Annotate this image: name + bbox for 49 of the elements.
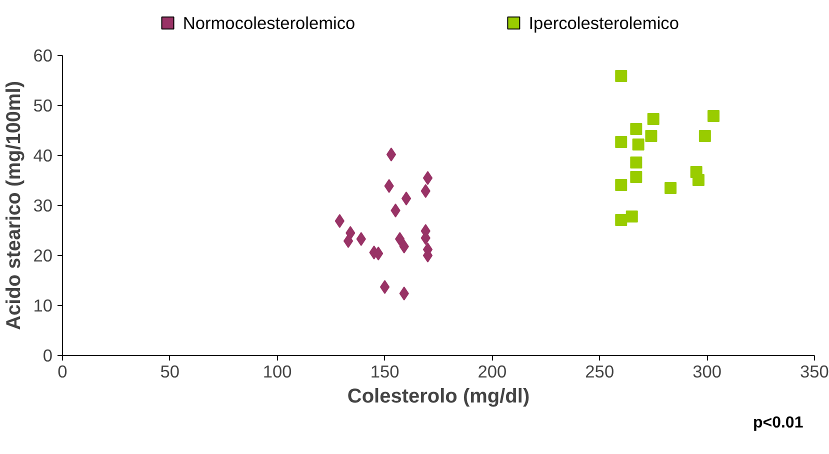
point <box>708 110 720 122</box>
point <box>380 280 390 294</box>
x-tick-label: 300 <box>692 362 722 382</box>
x-tick-label: 350 <box>800 362 829 382</box>
point <box>615 214 628 226</box>
point <box>420 184 430 198</box>
y-tick-label: 60 <box>33 46 53 66</box>
point <box>394 232 405 246</box>
point <box>664 182 677 194</box>
point <box>615 70 628 82</box>
point <box>422 171 433 185</box>
point <box>399 286 409 300</box>
point <box>399 240 409 254</box>
point <box>343 234 354 248</box>
y-tick-label: 20 <box>33 246 53 266</box>
point <box>615 136 628 148</box>
point <box>626 210 638 222</box>
point <box>632 138 644 150</box>
y-tick-label: 0 <box>42 346 53 366</box>
point <box>615 179 628 191</box>
point <box>630 171 642 183</box>
point <box>384 179 394 193</box>
point <box>390 204 400 218</box>
point <box>698 130 711 142</box>
point <box>692 174 704 186</box>
x-tick-label: 0 <box>58 362 68 382</box>
x-axis-title: Colesterolo (mg/dl) <box>347 386 530 408</box>
x-tick-label: 250 <box>585 362 614 382</box>
point <box>374 246 384 260</box>
point <box>630 123 642 135</box>
legend-label: Normocolesterolemico <box>182 13 356 33</box>
y-tick-label: 10 <box>33 296 53 316</box>
point <box>356 232 366 246</box>
y-tick-label: 30 <box>33 196 53 216</box>
point <box>386 148 396 162</box>
legend-label: Ipercolesterolemico <box>528 13 679 33</box>
x-tick-label: 150 <box>370 362 400 382</box>
y-axis-title: Acido stearico (mg/100ml) <box>3 81 26 330</box>
y-tick-label: 50 <box>33 96 53 116</box>
point <box>645 130 658 142</box>
point <box>630 156 642 168</box>
x-tick-label: 200 <box>478 362 507 382</box>
point <box>401 192 412 206</box>
point <box>647 113 660 125</box>
x-tick-label: 100 <box>262 362 292 382</box>
x-tick-label: 50 <box>160 362 180 382</box>
point <box>334 214 344 228</box>
text: p<0.01 <box>752 414 804 432</box>
y-tick-label: 40 <box>33 146 53 166</box>
